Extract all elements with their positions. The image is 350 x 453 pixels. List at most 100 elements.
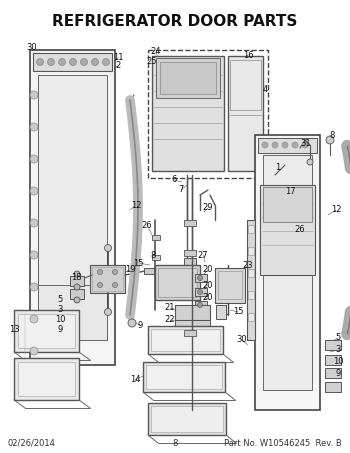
Bar xyxy=(184,258,196,266)
Text: 12: 12 xyxy=(331,206,341,215)
Bar xyxy=(325,368,341,378)
Text: 18: 18 xyxy=(71,274,81,283)
Bar xyxy=(18,362,75,396)
Circle shape xyxy=(30,251,38,259)
Bar xyxy=(92,267,123,291)
Circle shape xyxy=(307,159,313,165)
Bar xyxy=(248,269,254,277)
Text: 10: 10 xyxy=(55,315,65,324)
Text: 30: 30 xyxy=(27,43,37,53)
Bar xyxy=(248,247,254,255)
Bar xyxy=(38,75,107,340)
Circle shape xyxy=(292,142,298,148)
Text: 25: 25 xyxy=(147,58,157,67)
Bar xyxy=(325,355,341,365)
Circle shape xyxy=(74,284,80,290)
Circle shape xyxy=(74,271,80,277)
Bar xyxy=(175,305,210,320)
Bar xyxy=(184,268,196,276)
Text: 24: 24 xyxy=(151,48,161,57)
Bar xyxy=(248,225,254,233)
Bar xyxy=(184,330,196,336)
Circle shape xyxy=(128,319,136,327)
Circle shape xyxy=(30,283,38,291)
Bar xyxy=(146,365,222,389)
Bar xyxy=(195,288,207,296)
Bar xyxy=(148,50,268,178)
Bar xyxy=(184,250,196,256)
Text: 30: 30 xyxy=(237,336,247,344)
Bar xyxy=(143,362,225,392)
Circle shape xyxy=(80,58,88,66)
Circle shape xyxy=(105,245,112,251)
Bar xyxy=(152,255,160,260)
Circle shape xyxy=(112,283,118,288)
Text: 15: 15 xyxy=(233,308,243,317)
Text: 22: 22 xyxy=(165,315,175,324)
Bar xyxy=(14,358,79,400)
Circle shape xyxy=(197,275,203,280)
Bar xyxy=(228,56,263,171)
Circle shape xyxy=(30,219,38,227)
Text: 12: 12 xyxy=(131,201,141,209)
Text: 13: 13 xyxy=(9,326,19,334)
Circle shape xyxy=(36,58,43,66)
Text: 2: 2 xyxy=(116,62,121,71)
Text: 8: 8 xyxy=(172,439,178,448)
Text: 20: 20 xyxy=(203,265,213,275)
Text: 23: 23 xyxy=(243,260,253,270)
Text: Part No. W10546245  Rev. B: Part No. W10546245 Rev. B xyxy=(224,439,342,448)
Bar xyxy=(70,276,84,286)
Bar xyxy=(216,305,226,319)
Bar xyxy=(158,268,197,297)
Bar xyxy=(144,268,154,274)
Text: 5: 5 xyxy=(335,333,341,342)
Circle shape xyxy=(98,283,103,288)
Circle shape xyxy=(112,270,118,275)
Circle shape xyxy=(30,155,38,163)
Text: 3: 3 xyxy=(335,346,341,355)
Text: 21: 21 xyxy=(165,304,175,313)
Bar xyxy=(160,62,216,94)
Bar xyxy=(175,320,210,332)
Bar xyxy=(258,138,317,153)
Circle shape xyxy=(30,347,38,355)
Text: 9: 9 xyxy=(137,321,143,329)
Text: 19: 19 xyxy=(125,265,135,275)
Circle shape xyxy=(326,136,334,144)
Text: 10: 10 xyxy=(333,357,343,366)
Text: 26: 26 xyxy=(142,221,152,230)
Bar xyxy=(148,326,223,354)
Text: 31: 31 xyxy=(301,139,311,148)
Bar xyxy=(148,403,226,435)
Bar xyxy=(195,274,207,282)
Circle shape xyxy=(197,289,203,294)
Bar xyxy=(263,187,312,222)
Bar xyxy=(260,185,315,275)
Circle shape xyxy=(91,58,98,66)
Bar xyxy=(14,310,79,352)
Bar xyxy=(325,382,341,392)
Circle shape xyxy=(282,142,288,148)
Bar xyxy=(33,53,112,71)
Text: 15: 15 xyxy=(133,259,143,268)
Text: 16: 16 xyxy=(243,50,253,59)
Circle shape xyxy=(30,187,38,195)
Text: 4: 4 xyxy=(262,86,268,95)
Circle shape xyxy=(30,315,38,323)
Circle shape xyxy=(30,91,38,99)
Bar xyxy=(184,220,196,226)
Bar xyxy=(248,313,254,321)
Text: 14: 14 xyxy=(130,376,140,385)
Bar xyxy=(215,268,245,303)
Text: 3: 3 xyxy=(57,305,63,314)
Circle shape xyxy=(103,58,110,66)
Bar xyxy=(247,220,255,340)
Circle shape xyxy=(262,142,268,148)
Text: 20: 20 xyxy=(203,294,213,303)
Bar xyxy=(218,271,242,299)
Circle shape xyxy=(70,58,77,66)
Text: 5: 5 xyxy=(57,295,63,304)
Bar xyxy=(263,155,312,390)
Text: 7: 7 xyxy=(178,185,184,194)
